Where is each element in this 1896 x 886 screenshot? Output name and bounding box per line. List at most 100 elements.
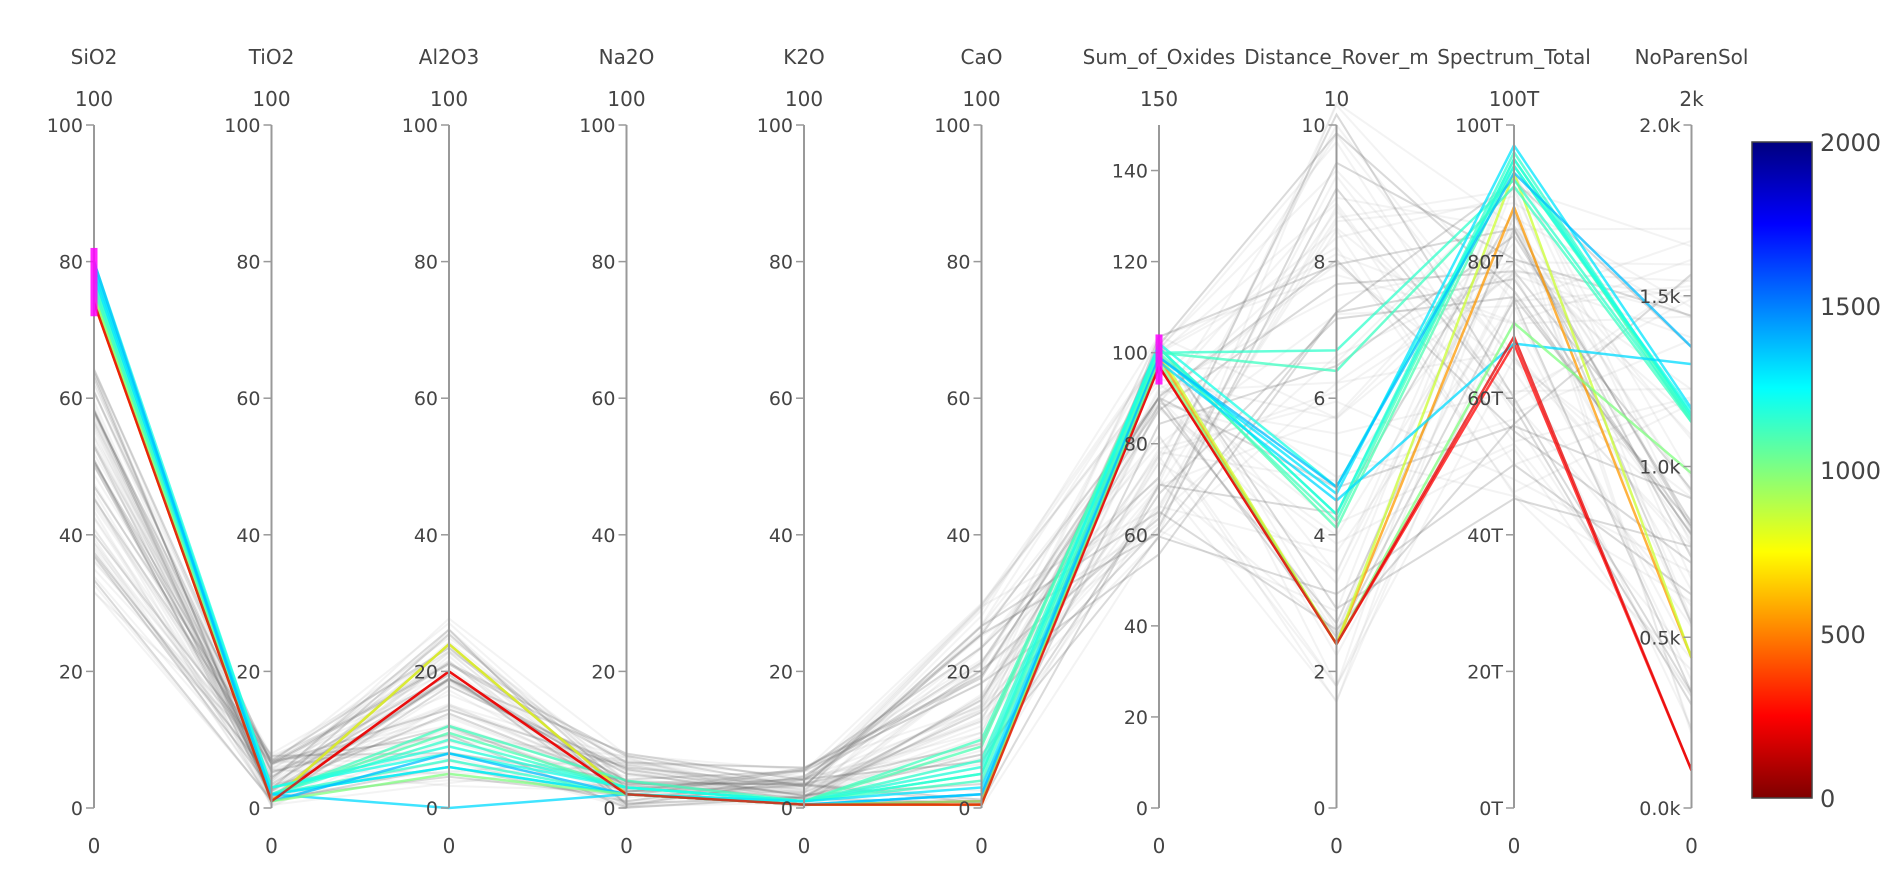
tick-label: 60 <box>59 388 83 410</box>
tick-label: 1.0k <box>1639 457 1680 479</box>
tick-label: 40 <box>769 525 793 547</box>
tick-label: 0T <box>1479 798 1503 820</box>
tick-label: 8 <box>1313 252 1325 274</box>
background-line <box>93 269 1692 772</box>
tick-label: 80 <box>59 252 83 274</box>
axis-title[interactable]: Spectrum_Total <box>1437 45 1591 69</box>
tick-label: 100 <box>402 115 438 137</box>
axis-al2o3[interactable]: Al2O3 100 00 20 40 60 80 100 <box>402 45 479 858</box>
axis-cao[interactable]: CaO 100 00 20 40 60 80 100 <box>934 45 1002 858</box>
tick-label: 100 <box>579 115 615 137</box>
axis-range-bottom: 0 <box>1153 834 1166 858</box>
axis-range-top: 100 <box>962 87 1000 111</box>
background-line <box>93 226 1693 807</box>
axis-brush-range[interactable] <box>90 247 98 317</box>
axis-range-top: 100T <box>1489 87 1540 111</box>
axis-title[interactable]: CaO <box>961 45 1003 69</box>
colorbar: 0 500 1000 1500 2000 <box>1751 129 1881 813</box>
axis-spectrum-total[interactable]: Spectrum_Total 100T 00T 20T 40T 60T 80T 100T <box>1437 45 1591 858</box>
tick-label: 2.0k <box>1639 115 1680 137</box>
axis-noparensol[interactable]: NoParenSol 2k 00.0k 0.5k 1.0k 1.5k 2.0k <box>1635 45 1749 858</box>
axis-title[interactable]: Na2O <box>599 45 655 69</box>
tick-label: 80T <box>1467 252 1503 274</box>
tick-label: 60T <box>1467 388 1503 410</box>
tick-label: 100 <box>934 115 970 137</box>
axis-distance-rover-m[interactable]: Distance_Rover_m 10 00 2 4 6 8 10 <box>1244 45 1429 858</box>
tick-label: 80 <box>414 252 438 274</box>
highlighted-line[interactable] <box>92 156 1693 803</box>
background-lines <box>93 101 1693 809</box>
background-line <box>93 396 1692 803</box>
axis-tio2[interactable]: TiO2 100 00 20 40 60 80 100 <box>224 45 294 858</box>
background-line <box>93 288 1692 790</box>
background-line <box>93 101 1693 809</box>
tick-label: 60 <box>236 388 260 410</box>
axis-title[interactable]: Distance_Rover_m <box>1244 45 1429 69</box>
axis-range-top: 10 <box>1324 87 1349 111</box>
background-line <box>93 252 1693 792</box>
tick-label: 20 <box>946 661 970 683</box>
axis-title[interactable]: K2O <box>783 45 825 69</box>
background-line <box>93 202 1693 799</box>
background-line <box>93 461 1693 805</box>
axis-range-bottom: 0 <box>265 834 278 858</box>
background-line <box>93 290 1693 804</box>
tick-label: 0.0k <box>1639 798 1680 820</box>
background-line <box>93 349 1693 806</box>
tick-label: 2 <box>1313 661 1325 683</box>
axis-title[interactable]: Al2O3 <box>419 45 479 69</box>
tick-label: 60 <box>1124 525 1148 547</box>
colorbar-tick-label: 1500 <box>1820 293 1881 321</box>
axis-title[interactable]: Sum_of_Oxides <box>1083 45 1236 69</box>
tick-label: 80 <box>236 252 260 274</box>
axis-range-top: 100 <box>607 87 645 111</box>
axis-na2o[interactable]: Na2O 100 00 20 40 60 80 100 <box>579 45 654 858</box>
background-line <box>93 407 1693 806</box>
highlighted-line[interactable] <box>92 170 1693 806</box>
tick-label: 20 <box>414 661 438 683</box>
axes: SiO21000020406080100TiO21000020406080100… <box>47 45 1749 858</box>
highlighted-line[interactable] <box>92 163 1693 803</box>
colorbar-tick-label: 2000 <box>1820 129 1881 157</box>
tick-label: 20 <box>591 661 615 683</box>
tick-label: 40 <box>236 525 260 547</box>
axis-range-top: 100 <box>785 87 823 111</box>
axis-brush-range[interactable] <box>1155 334 1163 385</box>
axis-title[interactable]: TiO2 <box>248 45 295 69</box>
tick-label: 0 <box>1136 798 1148 820</box>
background-line <box>93 354 1693 787</box>
axis-sio2[interactable]: SiO2 100 00 20 40 60 80 100 <box>47 45 118 858</box>
tick-label: 120 <box>1112 252 1148 274</box>
background-line <box>93 247 1693 803</box>
tick-label: 20 <box>236 661 260 683</box>
axis-title[interactable]: SiO2 <box>71 45 118 69</box>
axis-sum-of-oxides[interactable]: Sum_of_Oxides 150 00 20 40 60 80 100 120 140 <box>1083 45 1236 858</box>
background-line <box>93 400 1693 807</box>
background-line <box>93 174 1693 803</box>
tick-label: 0 <box>958 798 970 820</box>
tick-label: 100 <box>1112 343 1148 365</box>
background-line <box>93 170 1693 804</box>
axis-range-bottom: 0 <box>88 834 101 858</box>
background-line <box>93 277 1693 781</box>
highlighted-line[interactable] <box>92 302 1693 806</box>
tick-label: 80 <box>769 252 793 274</box>
background-line <box>93 159 1693 808</box>
highlighted-line[interactable] <box>92 143 1693 803</box>
background-line <box>93 227 1693 801</box>
tick-label: 100 <box>224 115 260 137</box>
colorbar-tick-label: 0 <box>1820 785 1835 813</box>
tick-label: 20T <box>1467 661 1503 683</box>
axis-k2o[interactable]: K2O 100 00 20 40 60 80 100 <box>757 45 825 858</box>
highlighted-line[interactable] <box>92 295 1693 806</box>
highlighted-line[interactable] <box>92 156 1693 803</box>
axis-range-top: 2k <box>1679 87 1704 111</box>
background-line <box>93 186 1692 794</box>
tick-label: 40T <box>1467 525 1503 547</box>
background-line <box>93 273 1693 788</box>
axis-title[interactable]: NoParenSol <box>1635 45 1749 69</box>
background-line <box>93 195 1693 788</box>
colorbar-gradient <box>1751 141 1813 799</box>
axis-range-bottom: 0 <box>1330 834 1343 858</box>
